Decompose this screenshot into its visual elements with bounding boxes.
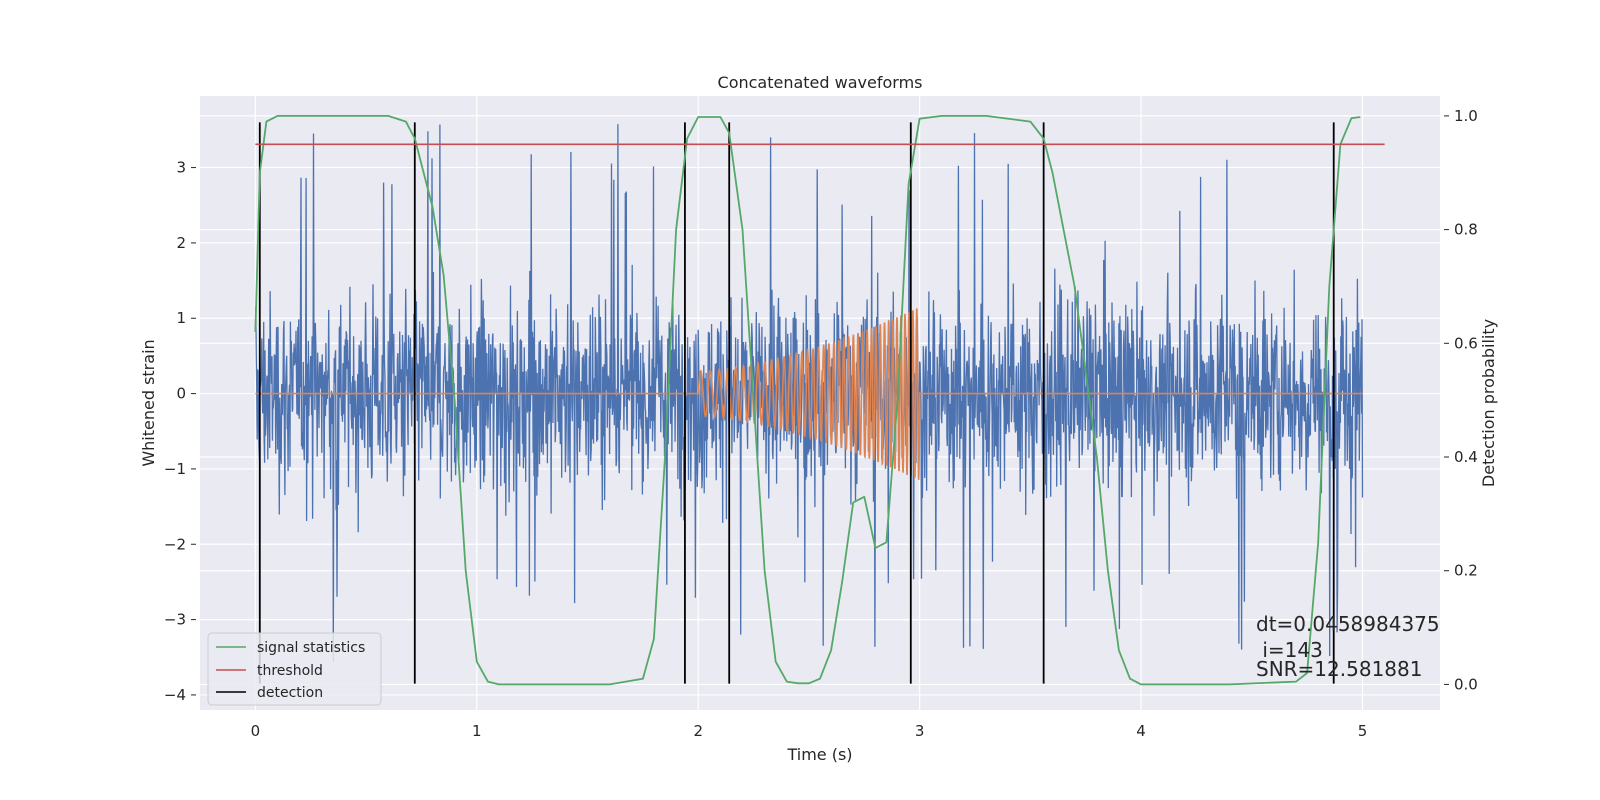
legend-box	[207, 632, 382, 706]
legend-label-signal-statistics: signal statistics	[257, 640, 365, 656]
legend: signal statistics threshold detection	[207, 632, 382, 706]
x-tick-label: 2	[693, 722, 703, 740]
template-line	[255, 308, 1363, 480]
y-tick-label: −1	[164, 460, 186, 478]
y2-tick-label: 1.0	[1454, 107, 1478, 125]
legend-label-detection: detection	[257, 685, 323, 701]
noise-line	[254, 124, 1364, 662]
y-tick-label: 3	[176, 159, 186, 177]
y-tick-label: −3	[164, 611, 186, 629]
x-axis-label: Time (s)	[786, 745, 852, 764]
tick-labels: 0 1 2 3 4 5 −4 −3 −2 −1 0 1 2 3 0.0 0.2 0.4 0.6 0.8 1.0	[164, 107, 1478, 740]
y2-tick-label: 0.8	[1454, 221, 1478, 239]
signal-statistics-series	[254, 115, 1361, 686]
signal-statistics-line	[254, 115, 1361, 686]
x-tick-label: 4	[1136, 722, 1146, 740]
annotation-index: i=143	[1256, 638, 1323, 662]
x-tick-label: 3	[915, 722, 925, 740]
y-tick-label: −4	[164, 686, 186, 704]
legend-label-threshold: threshold	[257, 663, 323, 679]
y2-tick-label: 0.4	[1454, 448, 1478, 466]
y-tick-label: 1	[176, 309, 186, 327]
y2-tick-label: 0.6	[1454, 334, 1478, 352]
annotation-dt: dt=0.0458984375	[1256, 612, 1440, 636]
template-series	[255, 308, 1363, 480]
x-tick-label: 5	[1358, 722, 1368, 740]
y2-tick-label: 0.0	[1454, 675, 1478, 693]
noise-series	[254, 124, 1364, 662]
x-tick-label: 1	[472, 722, 482, 740]
y-tick-label: 2	[176, 234, 186, 252]
annotation-snr: SNR=12.581881	[1256, 657, 1422, 681]
y-tick-label: −2	[164, 535, 186, 553]
x-tick-label: 0	[251, 722, 261, 740]
y-axis-label: Whitened strain	[139, 339, 158, 466]
detection-series	[258, 122, 1335, 684]
y2-tick-label: 0.2	[1454, 562, 1478, 580]
y2-axis-label: Detection probability	[1479, 319, 1498, 487]
y-tick-label: 0	[176, 385, 186, 403]
chart-title: Concatenated waveforms	[718, 73, 923, 92]
